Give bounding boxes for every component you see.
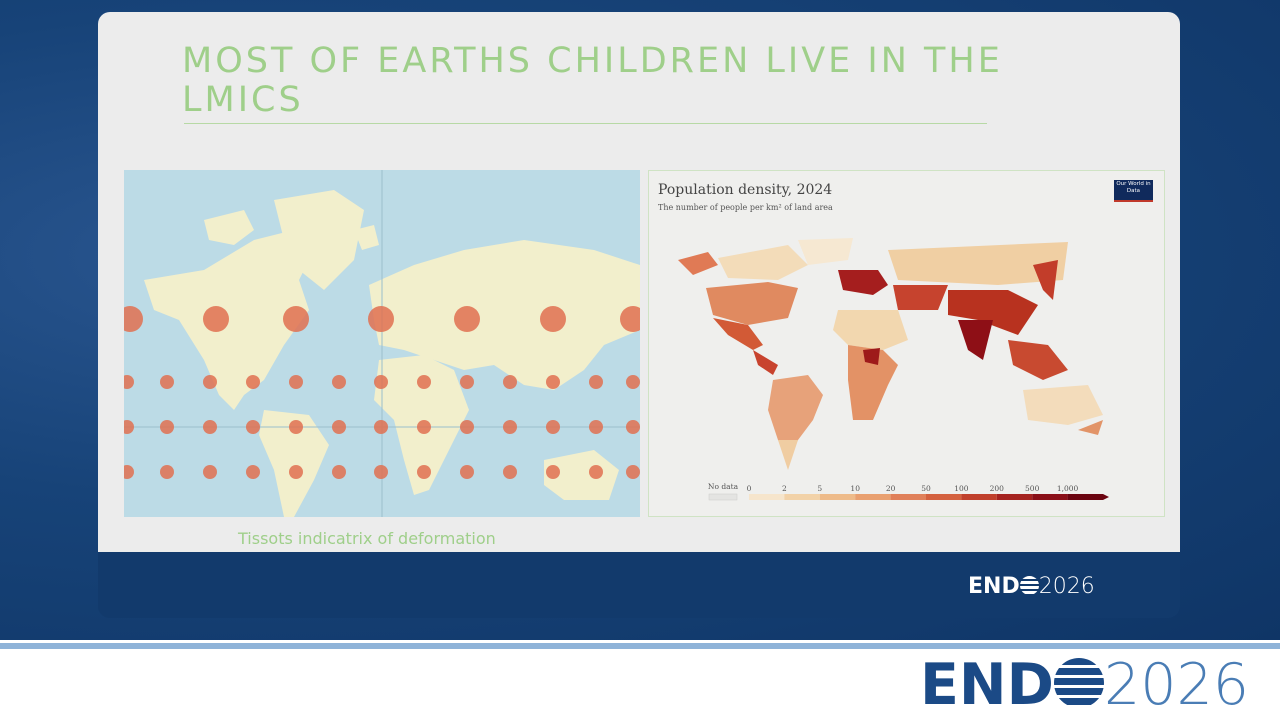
tissot-circle (124, 420, 134, 434)
tissot-circle (626, 420, 640, 434)
tissot-circle (246, 465, 260, 479)
owid-badge-text: Our World in Data (1116, 181, 1151, 194)
tissot-circle (503, 420, 517, 434)
tissot-circle (283, 306, 309, 332)
caption: Tissots indicatrix of deformation (238, 529, 496, 548)
tissot-circle (203, 306, 229, 332)
tissot-circle (124, 465, 134, 479)
legend-swatch (890, 494, 926, 500)
tissot-circle (460, 375, 474, 389)
no-data-swatch (708, 493, 738, 501)
legend-label: 500 (1025, 484, 1040, 493)
tissot-circle (503, 465, 517, 479)
owid-badge (1114, 180, 1153, 202)
tissot-circle (460, 420, 474, 434)
legend-swatch (749, 494, 785, 500)
logo-globe (1019, 576, 1039, 595)
legend-label: 50 (921, 484, 931, 493)
legend-swatch (784, 494, 820, 500)
logo-text: 2026 (1038, 574, 1095, 599)
owid-badge-line (1114, 200, 1153, 202)
map-subtitle: The number of people per km² of land are… (658, 203, 833, 212)
tissot-circle (124, 306, 143, 332)
tissot-circle (589, 420, 603, 434)
tissot-circle (368, 306, 394, 332)
tissot-circle (540, 306, 566, 332)
map-panel (648, 170, 1165, 517)
logo-text: 2026 (1103, 652, 1250, 718)
tissot-circle (589, 465, 603, 479)
tissot-circle (417, 420, 431, 434)
tissot-circle (203, 465, 217, 479)
legend-label: 20 (886, 484, 896, 493)
tissot-circle (203, 375, 217, 389)
legend-label: 100 (954, 484, 969, 493)
title-rule (184, 123, 987, 124)
tissot-circle (546, 375, 560, 389)
footer-band (98, 552, 1180, 618)
tissot-circle (374, 375, 388, 389)
tissot-circle (417, 465, 431, 479)
continents (144, 190, 640, 517)
tissot-circle (626, 375, 640, 389)
tissot-circle (124, 375, 134, 389)
bottom-line (0, 643, 1280, 649)
legend-label: 200 (990, 484, 1005, 493)
legend-swatch (926, 494, 962, 500)
legend-swatch (855, 494, 891, 500)
logo-text: END (920, 652, 1054, 718)
tissot-circle (589, 375, 603, 389)
tissot-circle (289, 420, 303, 434)
tissot-circle (332, 375, 346, 389)
legend-label: 1,000 (1057, 484, 1079, 493)
density-map: Population density, 2024 The number of p… (648, 170, 1165, 517)
tissot-circle (160, 465, 174, 479)
countries (678, 238, 1103, 470)
logo-text: END (968, 574, 1020, 599)
tissot-circle (374, 465, 388, 479)
legend-swatch (996, 494, 1033, 500)
logo-globe (1053, 658, 1104, 708)
tissot-circle (203, 420, 217, 434)
logo: END 2026 (968, 574, 1095, 599)
tissot-circle (460, 465, 474, 479)
tissot-circle (546, 465, 560, 479)
legend-swatch (1032, 494, 1068, 500)
tissot-circle (289, 375, 303, 389)
tissot-circle (246, 420, 260, 434)
tissot-circle (620, 306, 640, 332)
logo: END 2026 (920, 652, 1249, 718)
map-title: Population density, 2024 (658, 182, 832, 198)
tissot-circle (160, 420, 174, 434)
tissot-circle (417, 375, 431, 389)
legend-label: 0 (747, 484, 752, 493)
tissot-circle (626, 465, 640, 479)
legend-label: No data (708, 482, 739, 491)
legend-label: 10 (850, 484, 860, 493)
legend-swatch (961, 494, 997, 500)
tissot-circle (546, 420, 560, 434)
legend-swatch (1067, 494, 1103, 500)
tissot-map (124, 170, 640, 517)
tissot-circle (289, 465, 303, 479)
tissot-circle (160, 375, 174, 389)
legend-swatch (819, 494, 856, 500)
tissot-circle (454, 306, 480, 332)
legend-label: 2 (782, 484, 787, 493)
tissot-circle (246, 375, 260, 389)
tissot-circle (332, 420, 346, 434)
legend-label: 5 (817, 484, 822, 493)
legend-arrow (1103, 494, 1109, 500)
tissot-circle (374, 420, 388, 434)
slide-title: MOST OF EARTHS CHILDREN LIVE IN THE LMIC… (182, 41, 1003, 120)
tissot-circle (503, 375, 517, 389)
tissot-circle (332, 465, 346, 479)
